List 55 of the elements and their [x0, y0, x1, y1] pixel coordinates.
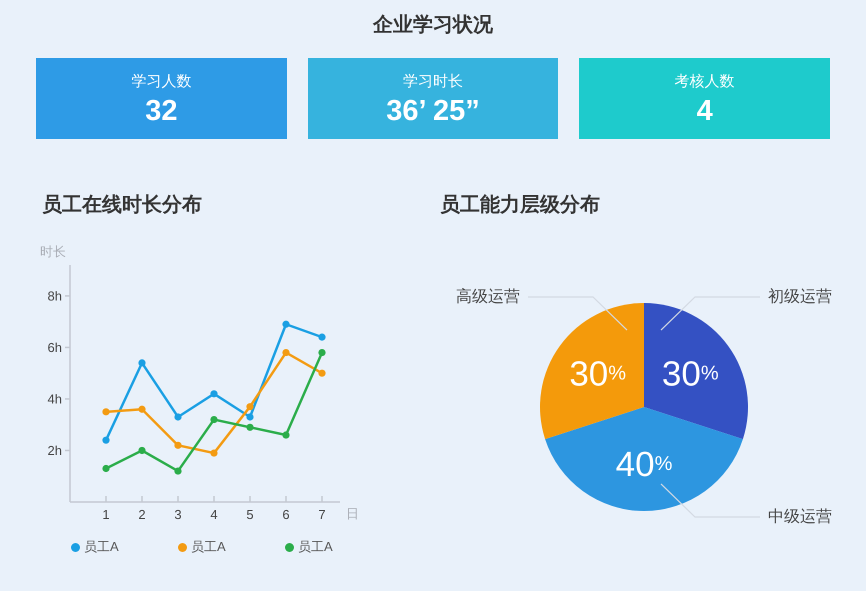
point: [246, 403, 254, 410]
point: [246, 413, 254, 421]
x-tick-label: 3: [174, 507, 182, 522]
point: [102, 464, 110, 472]
stat-card: 学习人数 32: [36, 58, 287, 139]
x-tick-label: 4: [210, 507, 218, 522]
pie-slice: [540, 303, 644, 440]
point: [318, 348, 326, 356]
point: [210, 449, 218, 457]
y-tick-label: 6h: [48, 340, 62, 356]
x-axis-title: 日: [346, 505, 359, 523]
legend-label: 员工A: [191, 538, 227, 556]
legend-label: 员工A: [84, 538, 120, 556]
text: 企业学习状况: [372, 13, 494, 38]
chart-title: 员工能力层级分布: [440, 193, 600, 218]
category-label: 学习人数: [130, 72, 192, 92]
data-label: 30%: [569, 354, 626, 393]
point: [174, 467, 182, 475]
slice-label: 高级运营: [456, 288, 520, 306]
category-label: 学习时长: [402, 72, 464, 92]
point: [282, 348, 290, 356]
x-tick-label: 2: [138, 507, 146, 522]
point: [282, 320, 290, 328]
legend-label: 员工A: [298, 538, 334, 556]
y-tick-label: 4h: [48, 392, 62, 407]
data-label: 40%: [616, 444, 673, 484]
point: [138, 406, 146, 413]
chart-title: 员工在线时长分布: [42, 193, 202, 218]
point: [102, 436, 110, 444]
x-tick-label: 7: [318, 507, 326, 522]
pie-slice: [545, 407, 743, 511]
pie-slice: [644, 303, 748, 440]
category-label: 考核人数: [674, 72, 736, 92]
point: [138, 446, 146, 454]
y-axis-title: 时长: [40, 243, 66, 261]
stat-card: 考核人数 4: [579, 58, 830, 139]
point: [210, 416, 218, 424]
point: [174, 442, 182, 449]
y-tick-label: 8h: [48, 288, 62, 304]
x-tick-label: 6: [282, 507, 290, 522]
x-tick-label: 1: [102, 507, 110, 522]
x-tick-label: 5: [246, 507, 254, 522]
data-label: 30%: [662, 354, 719, 393]
y-tick-label: 2h: [48, 443, 62, 458]
slice-label: 初级运营: [768, 288, 832, 306]
point: [246, 424, 254, 431]
point: [174, 413, 182, 421]
point: [102, 408, 110, 416]
point: [282, 431, 290, 439]
point: [138, 359, 146, 366]
point: [318, 334, 326, 341]
stat-card: 学习时长 36’ 25”: [308, 58, 558, 139]
slice-label: 中级运营: [768, 508, 832, 526]
point: [318, 370, 326, 377]
point: [210, 390, 218, 398]
